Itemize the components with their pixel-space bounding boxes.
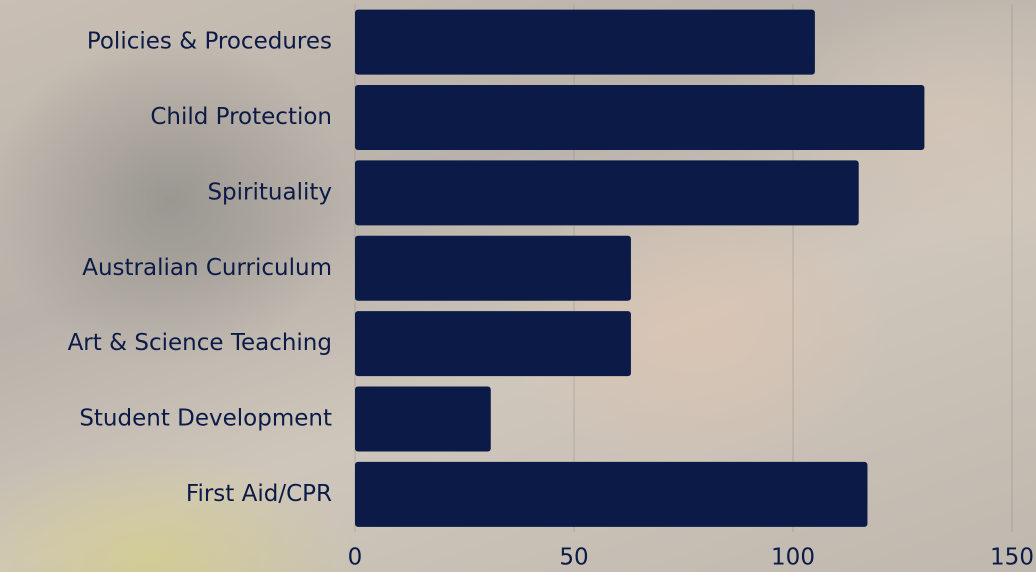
bar: [355, 386, 491, 452]
y-tick-label: First Aid/CPR: [186, 481, 332, 507]
x-tick-label: 50: [559, 545, 588, 571]
y-tick-label: Spirituality: [207, 179, 332, 205]
y-tick-label: Australian Curriculum: [82, 255, 332, 281]
bar: [355, 85, 925, 151]
bar: [355, 311, 631, 377]
y-tick-label: Policies & Procedures: [87, 29, 332, 55]
x-tick-label: 100: [771, 545, 815, 571]
bar: [355, 461, 868, 527]
bar: [355, 9, 815, 75]
y-tick-label: Child Protection: [150, 104, 332, 130]
bar: [355, 235, 631, 301]
y-tick-label: Art & Science Teaching: [68, 330, 332, 356]
y-tick-label: Student Development: [79, 405, 332, 431]
bar: [355, 160, 859, 226]
x-tick-label: 0: [348, 545, 363, 571]
x-tick-label: 150: [990, 545, 1034, 571]
